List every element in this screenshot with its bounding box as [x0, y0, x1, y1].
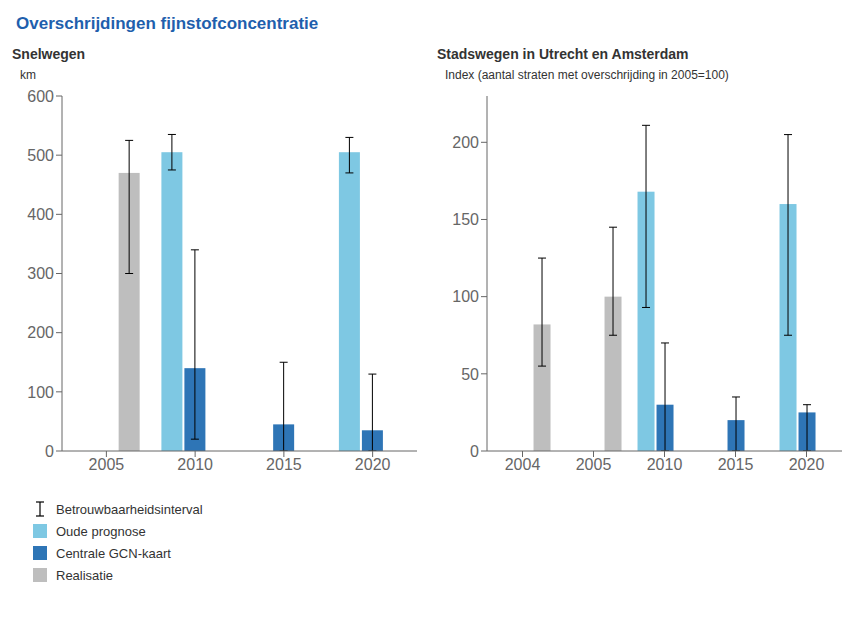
html-text:Index (aantal straten met over: Index (aantal straten met overschrijding… — [445, 68, 729, 82]
svg-text:2015: 2015 — [266, 456, 302, 473]
svg-text:2010: 2010 — [647, 456, 683, 473]
svg-text:200: 200 — [27, 324, 54, 341]
html-text:Realisatie: Realisatie — [56, 567, 114, 583]
html-text:Betrouwbaarheidsinterval: Betrouwbaarheidsinterval — [56, 501, 203, 517]
svg-text:400: 400 — [27, 206, 54, 223]
svg-text:50: 50 — [461, 366, 479, 383]
html-text:Centrale GCN-kaart: Centrale GCN-kaart — [56, 545, 171, 561]
svg-text:2020: 2020 — [789, 456, 825, 473]
svg-text:2020: 2020 — [355, 456, 391, 473]
html-text:Snelwegen: Snelwegen — [12, 46, 86, 62]
svg-text:300: 300 — [27, 265, 54, 282]
svg-text:2004: 2004 — [505, 456, 541, 473]
svg-text:100: 100 — [27, 384, 54, 401]
svg-text:150: 150 — [452, 211, 479, 228]
html-text:Oude prognose: Oude prognose — [56, 523, 146, 539]
svg-text:0: 0 — [470, 443, 479, 460]
html-text:km: km — [20, 68, 36, 82]
svg-text:2015: 2015 — [718, 456, 754, 473]
svg-text:600: 600 — [27, 88, 54, 105]
svg-text:0: 0 — [45, 443, 54, 460]
svg-text:2005: 2005 — [89, 456, 125, 473]
html-text:Overschrijdingen fijnstofconce: Overschrijdingen fijnstofconcentratie — [16, 14, 319, 33]
svg-text:2010: 2010 — [177, 456, 213, 473]
svg-text:500: 500 — [27, 147, 54, 164]
svg-text:200: 200 — [452, 134, 479, 151]
svg-text:100: 100 — [452, 288, 479, 305]
svg-text:2005: 2005 — [576, 456, 612, 473]
html-text:Stadswegen in Utrecht en Amste: Stadswegen in Utrecht en Amsterdam — [437, 46, 689, 62]
